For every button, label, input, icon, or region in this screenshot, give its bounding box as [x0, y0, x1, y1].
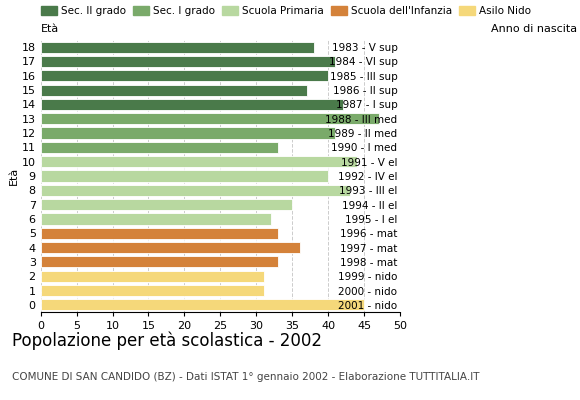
- Bar: [41, 70, 328, 81]
- Bar: [41, 99, 343, 110]
- Bar: [41, 228, 278, 239]
- Bar: [41, 185, 350, 196]
- Bar: [41, 42, 314, 53]
- Bar: [41, 271, 263, 282]
- Bar: [41, 128, 335, 139]
- Bar: [41, 256, 278, 268]
- Text: COMUNE DI SAN CANDIDO (BZ) - Dati ISTAT 1° gennaio 2002 - Elaborazione TUTTITALI: COMUNE DI SAN CANDIDO (BZ) - Dati ISTAT …: [12, 372, 479, 382]
- Bar: [41, 84, 307, 96]
- Text: Popolazione per età scolastica - 2002: Popolazione per età scolastica - 2002: [12, 332, 321, 350]
- Bar: [41, 142, 278, 153]
- Bar: [41, 285, 263, 296]
- Text: Anno di nascita: Anno di nascita: [491, 24, 577, 34]
- Legend: Sec. II grado, Sec. I grado, Scuola Primaria, Scuola dell'Infanzia, Asilo Nido: Sec. II grado, Sec. I grado, Scuola Prim…: [40, 5, 532, 17]
- Bar: [41, 242, 299, 253]
- Bar: [41, 299, 364, 310]
- Bar: [41, 113, 379, 124]
- Bar: [41, 56, 335, 67]
- Bar: [41, 213, 271, 224]
- Bar: [41, 170, 328, 182]
- Text: Età: Età: [41, 24, 59, 34]
- Y-axis label: Età: Età: [9, 167, 19, 185]
- Bar: [41, 156, 357, 167]
- Bar: [41, 199, 292, 210]
